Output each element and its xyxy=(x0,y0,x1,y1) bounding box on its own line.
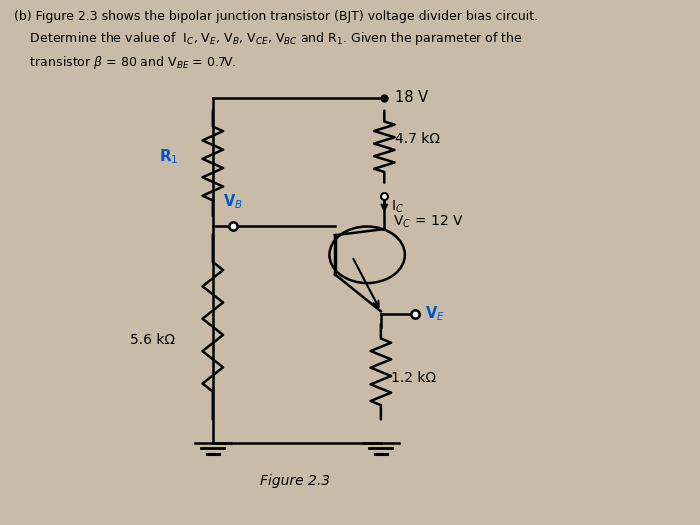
Text: V$_B$: V$_B$ xyxy=(223,192,244,211)
Text: 5.6 kΩ: 5.6 kΩ xyxy=(130,333,175,347)
Text: Figure 2.3: Figure 2.3 xyxy=(260,474,330,488)
Text: (b) Figure 2.3 shows the bipolar junction transistor (BJT) voltage divider bias : (b) Figure 2.3 shows the bipolar junctio… xyxy=(14,10,538,70)
Text: 1.2 kΩ: 1.2 kΩ xyxy=(391,371,436,385)
Text: V$_E$: V$_E$ xyxy=(426,304,445,323)
Text: I$_C$: I$_C$ xyxy=(391,199,404,215)
Text: 4.7 kΩ: 4.7 kΩ xyxy=(395,132,440,146)
Text: R$_1$: R$_1$ xyxy=(159,148,178,166)
Text: V$_C$ = 12 V: V$_C$ = 12 V xyxy=(393,213,463,229)
Text: 18 V: 18 V xyxy=(395,90,428,106)
